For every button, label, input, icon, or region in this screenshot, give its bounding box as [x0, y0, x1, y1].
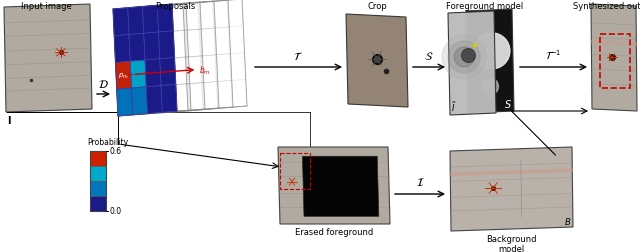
- Text: 0.6: 0.6: [109, 147, 121, 156]
- Polygon shape: [147, 86, 163, 114]
- Polygon shape: [278, 147, 390, 224]
- Polygon shape: [131, 87, 147, 115]
- Bar: [600, 35, 630, 88]
- Bar: [90, 181, 106, 196]
- Polygon shape: [4, 5, 92, 113]
- Text: Erased foreground: Erased foreground: [295, 227, 373, 236]
- Polygon shape: [143, 6, 159, 34]
- Polygon shape: [131, 61, 147, 89]
- Polygon shape: [115, 35, 131, 63]
- Polygon shape: [157, 5, 173, 33]
- Polygon shape: [144, 33, 160, 61]
- Text: $S$: $S$: [504, 98, 512, 110]
- Polygon shape: [591, 5, 637, 112]
- Polygon shape: [145, 59, 161, 87]
- Text: $b_m$: $b_m$: [199, 64, 211, 76]
- Text: $\mathbf{I}$: $\mathbf{I}$: [7, 114, 12, 125]
- Text: Foreground model: Foreground model: [446, 2, 524, 11]
- Bar: [280, 153, 310, 190]
- Polygon shape: [160, 58, 176, 86]
- Circle shape: [483, 79, 499, 95]
- Text: $\mathcal{D}$: $\mathcal{D}$: [98, 78, 108, 90]
- Polygon shape: [128, 8, 144, 35]
- Text: Input image: Input image: [20, 2, 72, 11]
- Polygon shape: [159, 32, 175, 59]
- Circle shape: [448, 42, 480, 74]
- Text: Background
model: Background model: [486, 234, 536, 252]
- Polygon shape: [113, 9, 129, 37]
- Bar: [90, 166, 106, 181]
- Polygon shape: [466, 10, 514, 114]
- Text: $\mathcal{S}$: $\mathcal{S}$: [424, 50, 434, 62]
- Polygon shape: [115, 62, 131, 90]
- Polygon shape: [346, 15, 408, 108]
- Text: $p_m$: $p_m$: [118, 71, 129, 81]
- Polygon shape: [448, 12, 496, 115]
- Text: Probability: Probability: [88, 137, 129, 146]
- Bar: [90, 151, 106, 166]
- Circle shape: [474, 34, 510, 70]
- Polygon shape: [450, 147, 573, 231]
- Text: $\mathcal{T}^{-1}$: $\mathcal{T}^{-1}$: [545, 48, 561, 62]
- Text: $\mathcal{T}$: $\mathcal{T}$: [293, 50, 303, 62]
- Text: $\mathcal{I}$: $\mathcal{I}$: [416, 175, 424, 187]
- Circle shape: [454, 48, 474, 68]
- Polygon shape: [303, 157, 379, 216]
- Bar: [90, 196, 106, 211]
- Text: Crop: Crop: [367, 2, 387, 11]
- Polygon shape: [116, 89, 132, 116]
- Text: 0.0: 0.0: [109, 207, 121, 216]
- Polygon shape: [161, 85, 177, 113]
- Text: $B$: $B$: [564, 215, 571, 226]
- Text: $\tilde{I}$: $\tilde{I}$: [451, 100, 456, 114]
- Polygon shape: [129, 34, 145, 62]
- Text: Proposals: Proposals: [155, 2, 195, 11]
- Text: Synthesized output: Synthesized output: [573, 2, 640, 11]
- Bar: [90, 151, 106, 211]
- Polygon shape: [113, 5, 177, 116]
- Circle shape: [442, 36, 486, 80]
